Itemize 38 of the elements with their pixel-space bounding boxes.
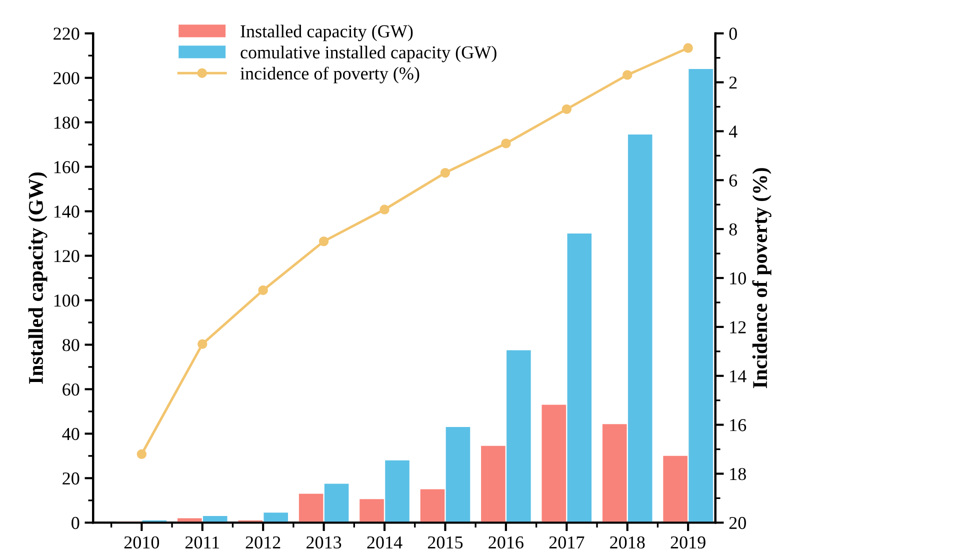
y2-tick-label: 16 [730, 419, 746, 432]
x-tick-label: 2010 [124, 536, 160, 549]
y2-tick-label: 6 [729, 174, 738, 187]
x-tick-label: 2016 [488, 536, 524, 549]
y-tick-label: 220 [54, 28, 80, 40]
legend-label: incidence of poverty (%) [240, 66, 420, 84]
y-tick-label: 120 [54, 250, 80, 262]
y-tick-label: 180 [54, 116, 80, 129]
y-tick-label: 20 [62, 472, 80, 485]
x-tick-label: 2012 [246, 536, 280, 549]
x-tick-label: 2013 [306, 536, 342, 549]
y2-tick-label: 18 [730, 468, 746, 480]
y-tick-label: 80 [62, 338, 80, 352]
y-tick-label: 40 [62, 428, 80, 440]
y2-tick-label: 2 [729, 76, 737, 89]
x-tick-label: 2011 [185, 536, 220, 549]
y2-tick-label: 14 [730, 370, 746, 382]
x-tick-label: 2018 [610, 536, 645, 549]
y2-tick-label: 4 [728, 126, 738, 138]
y-tick-label: 140 [54, 206, 80, 218]
y2-tick-label: 12 [730, 321, 746, 334]
x-tick-label: 2017 [549, 536, 584, 549]
y2-axis-title: Incidence of poverty (%) [752, 168, 772, 388]
x-tick-label: 2019 [670, 536, 706, 549]
y-tick-label: 0 [72, 516, 80, 530]
legend-label: comulative installed capacity (GW) [240, 46, 496, 62]
y-tick-label: 60 [62, 383, 80, 396]
legend-label: Installed capacity (GW) [240, 24, 413, 42]
y-axis-title: Installed capacity (GW) [28, 172, 48, 384]
y2-tick-label: 0 [729, 28, 737, 40]
y2-tick-label: 10 [730, 272, 746, 284]
x-tick-label: 2014 [367, 536, 402, 549]
x-tick-label: 2015 [428, 536, 463, 549]
y2-tick-label: 20 [729, 516, 746, 530]
y-tick-label: 100 [54, 294, 80, 307]
y2-tick-label: 8 [729, 223, 737, 236]
y-tick-label: 160 [54, 161, 80, 174]
y-tick-label: 200 [54, 72, 80, 84]
